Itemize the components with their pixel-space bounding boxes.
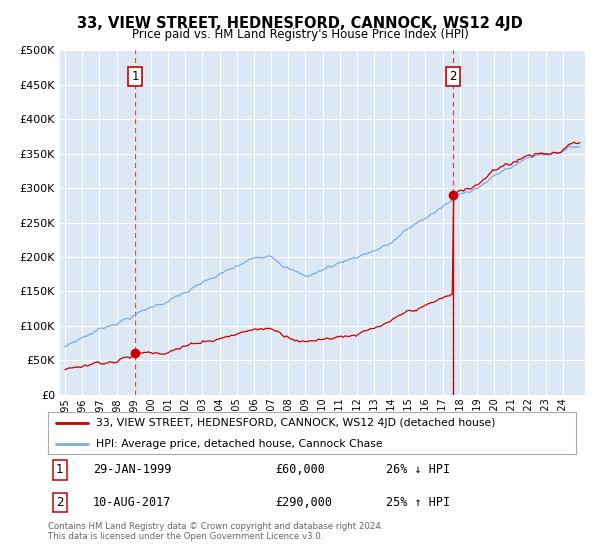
Text: 33, VIEW STREET, HEDNESFORD, CANNOCK, WS12 4JD (detached house): 33, VIEW STREET, HEDNESFORD, CANNOCK, WS…	[95, 418, 495, 428]
Text: HPI: Average price, detached house, Cannock Chase: HPI: Average price, detached house, Cann…	[95, 440, 382, 449]
Text: £60,000: £60,000	[275, 464, 325, 477]
Text: 1: 1	[131, 70, 139, 83]
Text: 1: 1	[56, 464, 64, 477]
Text: £290,000: £290,000	[275, 496, 332, 509]
Text: 10-AUG-2017: 10-AUG-2017	[93, 496, 171, 509]
Text: 2: 2	[449, 70, 457, 83]
Text: 25% ↑ HPI: 25% ↑ HPI	[386, 496, 450, 509]
Text: Contains HM Land Registry data © Crown copyright and database right 2024.
This d: Contains HM Land Registry data © Crown c…	[48, 522, 383, 542]
Text: Price paid vs. HM Land Registry's House Price Index (HPI): Price paid vs. HM Land Registry's House …	[131, 28, 469, 41]
Text: 33, VIEW STREET, HEDNESFORD, CANNOCK, WS12 4JD: 33, VIEW STREET, HEDNESFORD, CANNOCK, WS…	[77, 16, 523, 31]
Text: 2: 2	[56, 496, 64, 509]
Text: 26% ↓ HPI: 26% ↓ HPI	[386, 464, 450, 477]
Text: 29-JAN-1999: 29-JAN-1999	[93, 464, 171, 477]
